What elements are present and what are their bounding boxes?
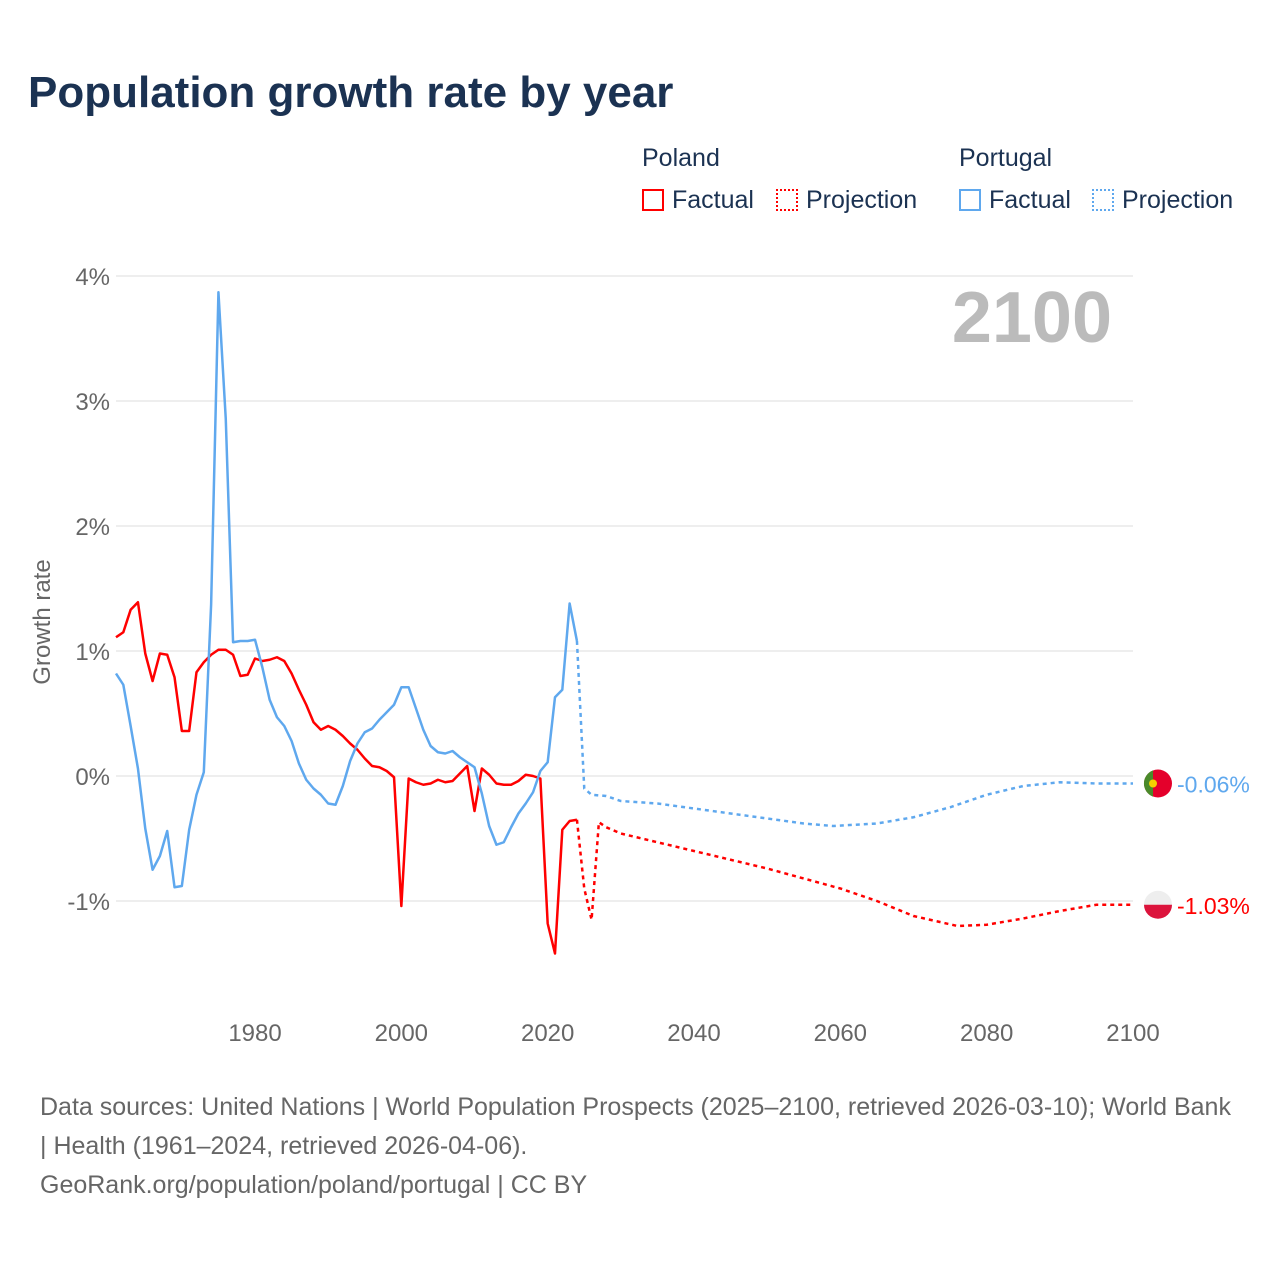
legend-portugal-factual[interactable]: Factual (959, 186, 1071, 215)
portugal-projection-line (575, 640, 1133, 828)
chart-area: 4% 3% 2% 1% 0% -1% 1980 2000 2020 2040 2060 2080 210… (29, 264, 1250, 1047)
x-tick-label: 2020 (521, 1020, 574, 1047)
y-tick-label: 0% (75, 764, 110, 791)
x-tick-label: 2040 (667, 1020, 720, 1047)
y-tick-label: 4% (75, 264, 110, 291)
x-tick-label: 1980 (228, 1020, 281, 1047)
legend-portugal-heading: Portugal (959, 144, 1053, 172)
y-tick-label: 2% (75, 514, 110, 541)
y-tick-label: -1% (67, 889, 110, 916)
current-year-label: 2100 (952, 278, 1112, 358)
source-line: Data sources: United Nations | World Pop… (40, 1093, 1231, 1160)
legend-label: Projection (1122, 186, 1234, 214)
solid-swatch-icon (642, 189, 664, 211)
portugal-factual-line (114, 291, 579, 889)
poland-factual-line (115, 601, 578, 955)
poland-end-label: -1.03% (1177, 893, 1250, 919)
x-tick-label: 2060 (814, 1020, 867, 1047)
source-note: Data sources: United Nations | World Pop… (40, 1088, 1240, 1205)
x-tick-label: 2080 (960, 1020, 1013, 1047)
y-tick-label: 3% (75, 389, 110, 416)
legend-label: Factual (672, 186, 754, 214)
legend-poland-factual[interactable]: Factual (642, 186, 754, 215)
x-tick-label: 2100 (1106, 1020, 1159, 1047)
flag-red-half (1144, 904, 1172, 919)
legend-portugal-projection[interactable]: Projection (1092, 186, 1233, 215)
y-tick-label: 1% (75, 639, 110, 666)
y-axis-label: Growth rate (29, 559, 56, 684)
solid-swatch-icon (959, 189, 981, 211)
x-tick-label: 2000 (375, 1020, 428, 1047)
poland-projection-line (575, 819, 1133, 928)
source-link[interactable]: GeoRank.org/population/poland/portugal |… (40, 1171, 588, 1199)
flag-green-part (1143, 770, 1153, 797)
legend-poland-projection[interactable]: Projection (776, 186, 917, 215)
flag-emblem (1149, 779, 1157, 788)
legend-label: Projection (806, 186, 918, 214)
portugal-end-label: -0.06% (1177, 772, 1250, 798)
dotted-swatch-icon (776, 189, 798, 211)
chart-title: Population growth rate by year (28, 68, 674, 117)
legend-poland-heading: Poland (642, 144, 720, 172)
dotted-swatch-icon (1092, 189, 1114, 211)
legend-label: Factual (989, 186, 1071, 214)
